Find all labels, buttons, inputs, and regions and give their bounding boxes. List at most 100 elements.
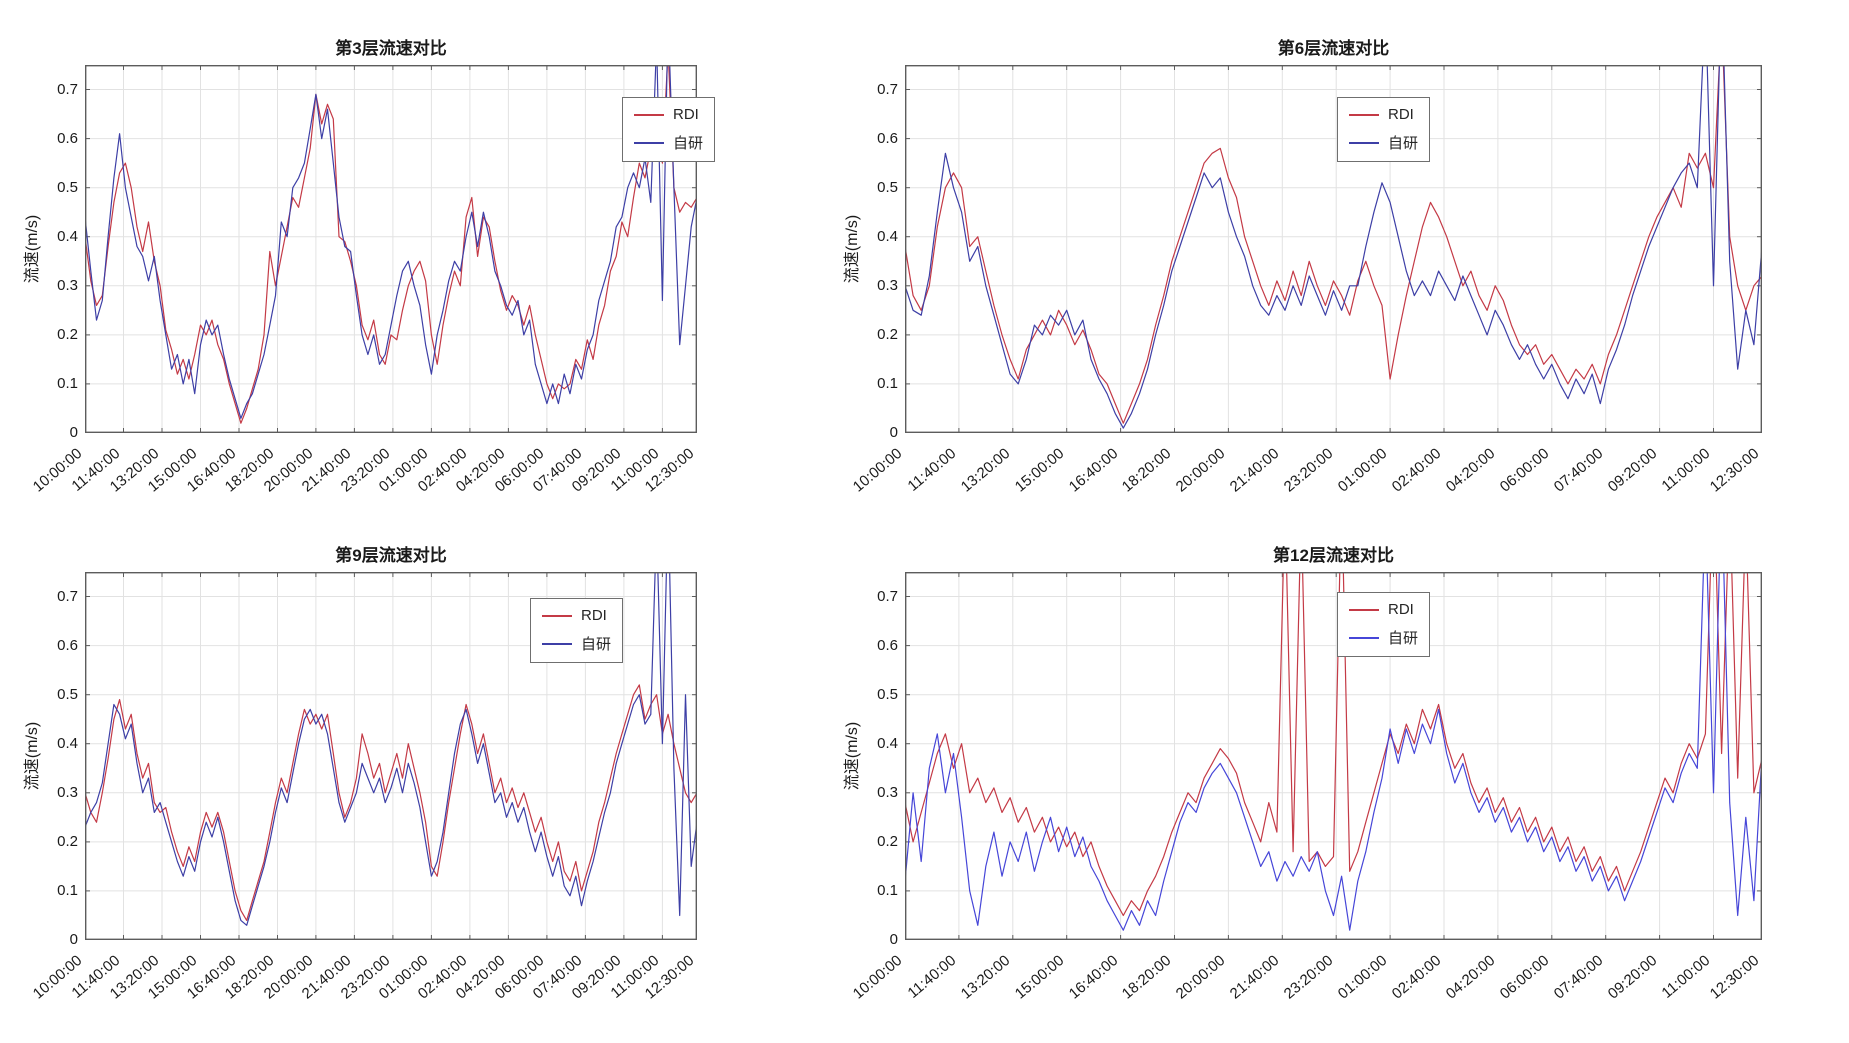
y-axis-tick-labels: 0 0.1 0.2 0.3 0.4 0.5 0.6 0.7 [820,0,898,521]
x-tick-label: 23:20:00 [1280,951,1336,1003]
x-tick-label: 15:00:00 [1011,444,1067,496]
y-tick-label: 0.1 [877,375,898,392]
subplot-layer6: 第6层流速对比 流速(m/s) 0 0.1 0.2 0.3 0.4 0.5 0.6 0.7 1… [820,0,1849,521]
y-tick-label: 0.6 [877,637,898,654]
legend-label: 自研 [1388,630,1419,647]
x-tick-label: 16:40:00 [1065,444,1121,496]
legend: RDI 自研 [1337,97,1431,162]
legend-line-sample [1349,113,1379,116]
x-axis-tick-labels: 10:00:00 11:40:00 13:20:00 15:00:00 16:40:00… [820,0,1849,521]
x-tick-label: 11:40:00 [904,444,959,495]
x-tick-label: 18:20:00 [1118,444,1174,496]
chart-title: 第9层流速对比 [335,546,447,565]
chart-canvas [84,15,698,434]
x-tick-label: 11:40:00 [904,951,959,1002]
y-tick-label: 0 [889,424,898,441]
legend-line-sample [542,614,572,617]
y-tick-label: 0.1 [57,375,78,392]
x-tick-label: 11:00:00 [1658,444,1713,495]
subplot-layer12: 第12层流速对比 流速(m/s) 0 0.1 0.2 0.3 0.4 0.5 0.6 0.7 … [820,473,1849,1043]
chart-title: 第12层流速对比 [1273,546,1394,565]
y-tick-label: 0.4 [57,735,78,752]
y-tick-label: 0.2 [57,833,78,850]
x-tick-label: 09:20:00 [1604,444,1660,496]
y-tick-label: 0.6 [57,130,78,147]
y-tick-label: 0.7 [877,81,898,98]
y-tick-label: 0 [69,424,78,441]
y-tick-label: 0.7 [877,588,898,605]
x-tick-label: 06:00:00 [1496,951,1552,1003]
legend-label: RDI [673,106,699,123]
subplot-layer3: 第3层流速对比 流速(m/s) 0 0.1 0.2 0.3 0.4 0.5 0.6 0.7 1… [0,0,820,521]
x-tick-label: 20:00:00 [1172,444,1228,496]
y-axis-tick-labels: 0 0.1 0.2 0.3 0.4 0.5 0.6 0.7 [0,0,78,521]
legend-label: 自研 [673,135,704,152]
x-axis-tick-labels: 10:00:00 11:40:00 13:20:00 15:00:00 16:40:00… [820,507,1849,1043]
x-tick-label: 10:00:00 [849,444,905,496]
x-tick-label: 01:00:00 [1334,951,1390,1003]
x-tick-label: 04:20:00 [1442,444,1498,496]
x-tick-label: 02:40:00 [1388,951,1444,1003]
x-axis-tick-labels: 10:00:00 11:40:00 13:20:00 15:00:00 16:40:00… [0,507,820,1043]
y-tick-label: 0.5 [57,179,78,196]
legend-entry: 自研 [634,132,703,153]
x-tick-label: 21:40:00 [1226,951,1282,1003]
x-tick-label: 07:40:00 [1550,444,1606,496]
x-tick-label: 07:40:00 [1550,951,1606,1003]
y-tick-label: 0.5 [877,686,898,703]
legend: RDI 自研 [622,97,716,162]
y-tick-label: 0.4 [877,228,898,245]
x-tick-label: 12:30:00 [1706,444,1762,496]
y-tick-label: 0.1 [877,882,898,899]
y-tick-label: 0.6 [57,637,78,654]
y-tick-label: 0 [889,931,898,948]
plot-area [84,15,698,434]
y-tick-label: 0.7 [57,588,78,605]
y-tick-label: 0.4 [877,735,898,752]
x-tick-label: 18:20:00 [1118,951,1174,1003]
legend: RDI 自研 [1337,592,1431,657]
legend-line-sample [1349,141,1379,144]
legend-line-sample [542,642,572,645]
plot-area [904,473,1763,941]
legend-entry: RDI [1349,106,1418,123]
plot-area [904,0,1763,434]
chart-title: 第6层流速对比 [1277,39,1390,58]
x-tick-label: 23:20:00 [1280,444,1336,496]
y-tick-label: 0.7 [57,81,78,98]
x-tick-label: 13:20:00 [957,444,1013,496]
y-tick-label: 0.4 [57,228,78,245]
x-tick-label: 21:40:00 [1226,444,1282,496]
y-tick-label: 0 [69,931,78,948]
x-tick-label: 04:20:00 [1442,951,1498,1003]
y-tick-label: 0.2 [877,326,898,343]
x-tick-label: 01:00:00 [1334,444,1390,496]
legend-label: 自研 [1388,135,1419,152]
y-tick-label: 0.2 [57,326,78,343]
x-tick-label: 09:20:00 [1604,951,1660,1003]
y-tick-label: 0.3 [877,277,898,294]
legend-line-sample [634,113,664,116]
y-tick-label: 0.3 [57,277,78,294]
legend-entry: 自研 [1349,627,1418,648]
legend-entry: RDI [542,607,611,624]
legend-label: RDI [1388,106,1414,123]
x-axis-tick-labels: 10:00:00 11:40:00 13:20:00 15:00:00 16:40:00… [0,0,820,521]
legend: RDI 自研 [530,598,624,663]
legend-line-sample [1349,636,1379,639]
x-tick-label: 12:30:00 [1706,951,1762,1003]
y-tick-label: 0.2 [877,833,898,850]
y-axis-tick-labels: 0 0.1 0.2 0.3 0.4 0.5 0.6 0.7 [820,507,898,1043]
legend-entry: RDI [634,106,703,123]
x-tick-label: 02:40:00 [1388,444,1444,496]
y-tick-label: 0.5 [57,686,78,703]
x-tick-label: 16:40:00 [1065,951,1121,1003]
y-tick-label: 0.1 [57,882,78,899]
x-tick-label: 15:00:00 [1011,951,1067,1003]
y-tick-label: 0.5 [877,179,898,196]
x-tick-label: 06:00:00 [1496,444,1552,496]
legend-label: RDI [581,607,607,624]
chart-title: 第3层流速对比 [335,39,447,58]
legend-entry: RDI [1349,601,1418,618]
